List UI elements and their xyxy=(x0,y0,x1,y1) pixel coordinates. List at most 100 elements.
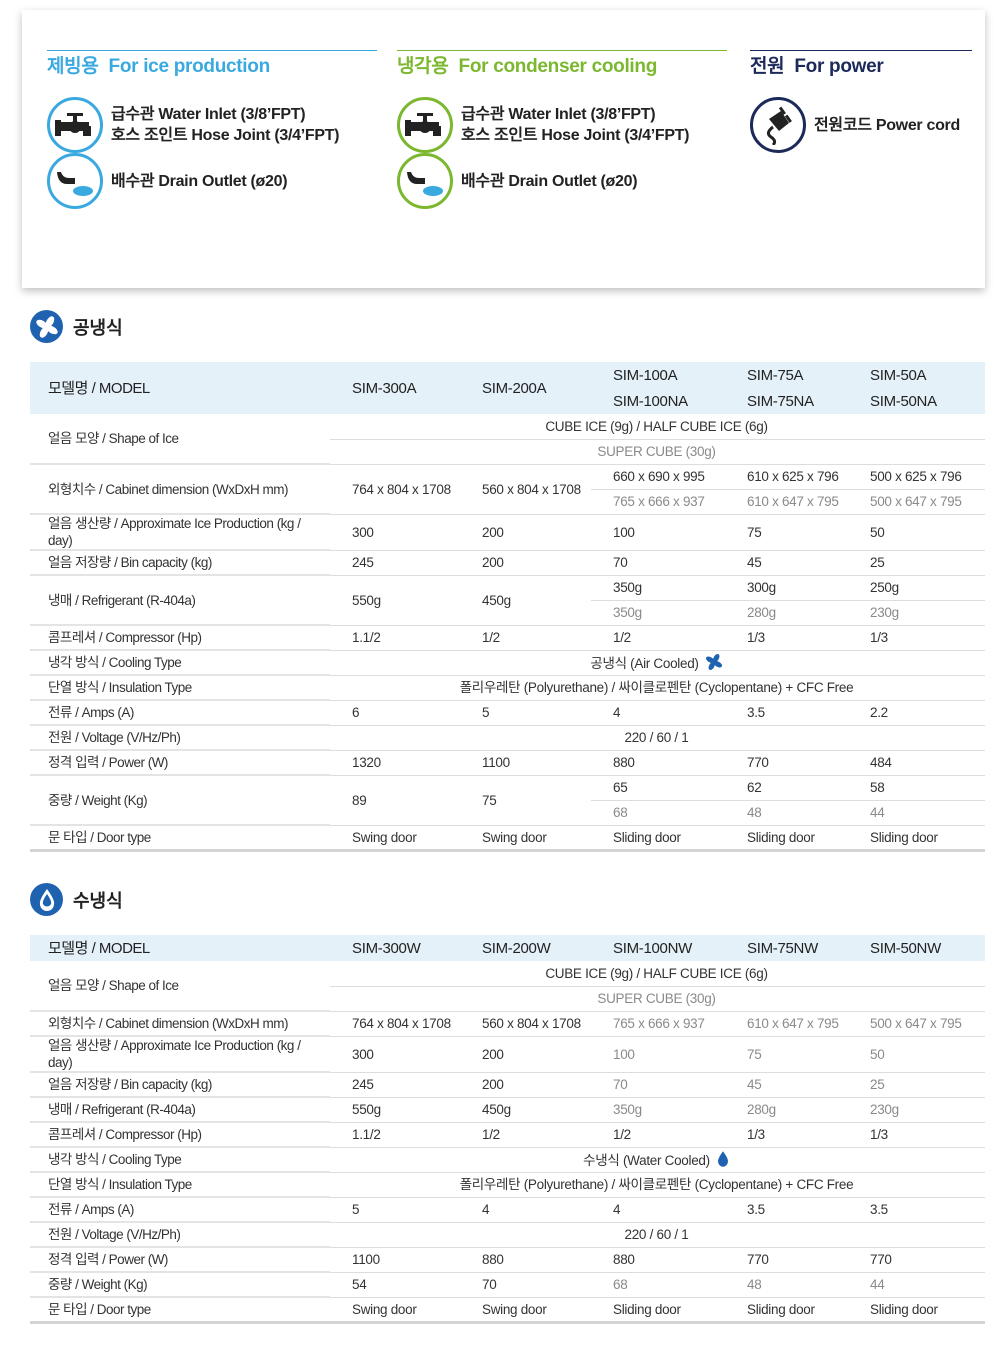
table-row: 전류 / Amps (A) 5 4 4 3.5 3.5 xyxy=(30,1197,985,1223)
spec-value: 230g xyxy=(848,600,985,626)
spec-value: 770 xyxy=(725,1247,848,1273)
spec-value-text: 공냉식 (Air Cooled) xyxy=(590,656,699,671)
table-row: 얼음 저장량 / Bin capacity (kg) 245 200 70 45 25 xyxy=(30,1072,985,1098)
spec-value: 25 xyxy=(848,550,985,576)
fan-icon xyxy=(699,653,723,671)
spec-value: 880 xyxy=(460,1247,591,1273)
row-label: 얼음 생산량 / Approximate Ice Production (kg … xyxy=(30,1036,330,1073)
table-row: 전류 / Amps (A) 6 5 4 3.5 2.2 xyxy=(30,700,985,726)
spec-value: 765 x 666 x 937 xyxy=(591,489,725,515)
table-row: 얼음 생산량 / Approximate Ice Production (kg … xyxy=(30,514,985,551)
spec-value: 200 xyxy=(460,1036,591,1073)
row-label: 전원 / Voltage (V/Hz/Ph) xyxy=(30,725,330,751)
row-label: 전류 / Amps (A) xyxy=(30,700,330,726)
spec-value: 280g xyxy=(725,1097,848,1123)
spec-value: Sliding door xyxy=(725,1297,848,1324)
table-row: 문 타입 / Door type Swing door Swing door Slid… xyxy=(30,825,985,852)
faucet-icon xyxy=(397,97,453,153)
column-heading: 전원 For power xyxy=(750,50,972,86)
spec-value-span: SUPER CUBE (30g) xyxy=(330,986,985,1012)
spec-value: 550g xyxy=(330,1097,460,1123)
water-cooled-section-title: 수냉식 xyxy=(30,883,123,916)
spec-value-text: CUBE ICE (9g) / HALF CUBE ICE (6g) xyxy=(545,965,768,981)
spec-value: Swing door xyxy=(330,825,460,852)
water-inlet-label: 급수관 Water Inlet (3/8’FPT) xyxy=(111,106,306,123)
table-row: SUPER CUBE (30g) xyxy=(30,986,985,1012)
section-title: 공냉식 xyxy=(73,317,123,338)
table-row: 중량 / Weight (Kg) 54 70 68 48 44 xyxy=(30,1272,985,1298)
row-label: 단열 방식 / Insulation Type xyxy=(30,675,330,701)
spec-value: Sliding door xyxy=(591,1297,725,1324)
spec-value: 1/2 xyxy=(591,625,725,651)
spec-value: 610 x 625 x 796 xyxy=(725,464,848,490)
spec-value: 560 x 804 x 1708 xyxy=(460,1011,591,1037)
spec-value-span: CUBE ICE (9g) / HALF CUBE ICE (6g) xyxy=(330,961,985,987)
spec-value-span: 폴리우레탄 (Polyurethane) / 싸이클로펜탄 (Cyclopent… xyxy=(330,675,985,701)
row-label: 모델명 / MODEL xyxy=(30,935,330,961)
spec-value: 50 xyxy=(848,1036,985,1073)
row-label: 전원 / Voltage (V/Hz/Ph) xyxy=(30,1222,330,1248)
spec-value: 75 xyxy=(725,514,848,551)
spec-value-span: 폴리우레탄 (Polyurethane) / 싸이클로펜탄 (Cyclopent… xyxy=(330,1172,985,1198)
connection-info-card: 제빙용 For ice production 급수관 Water Inlet (… xyxy=(22,10,985,288)
spec-value: 62 xyxy=(725,775,848,801)
spec-value: SIM-75NA xyxy=(725,388,848,414)
table-row: 350g 280g 230g xyxy=(30,600,985,626)
section-title: 수냉식 xyxy=(73,890,123,911)
heading-ko: 제빙용 xyxy=(47,56,99,77)
row-label: 냉각 방식 / Cooling Type xyxy=(30,650,330,676)
table-row: 얼음 모양 / Shape of Ice CUBE ICE (9g) / HALF… xyxy=(30,414,985,465)
spec-value: 3.5 xyxy=(848,1197,985,1223)
power-plug-icon xyxy=(750,97,806,153)
spec-value: 4 xyxy=(591,700,725,726)
spec-value-span: 공냉식 (Air Cooled) xyxy=(330,650,985,676)
spec-value: Sliding door xyxy=(848,825,985,852)
spec-value: 484 xyxy=(848,750,985,776)
spec-value: 770 xyxy=(725,750,848,776)
spec-value: 350g xyxy=(591,575,725,601)
table-row: 냉매 / Refrigerant (R-404a) 550g 450g 350g 300… xyxy=(30,575,985,626)
row-label: 문 타입 / Door type xyxy=(30,825,330,852)
drain-outlet-label: 배수관 Drain Outlet (ø20) xyxy=(111,172,288,190)
spec-value: 58 xyxy=(848,775,985,801)
header-row: 모델명 / MODEL SIM-300A SIM-200A SIM-100A SIM-7… xyxy=(30,362,985,414)
spec-value: 500 x 625 x 796 xyxy=(848,464,985,490)
row-label: 냉매 / Refrigerant (R-404a) xyxy=(30,1097,330,1123)
spec-value: 2.2 xyxy=(848,700,985,726)
spec-value: 89 xyxy=(330,775,460,826)
spec-value: 68 xyxy=(591,1272,725,1298)
spec-value: 75 xyxy=(725,1036,848,1073)
row-label: 문 타입 / Door type xyxy=(30,1297,330,1324)
spec-value: 450g xyxy=(460,1097,591,1123)
air-cooled-spec-table: 모델명 / MODEL SIM-300A SIM-200A SIM-100A SIM-7… xyxy=(30,362,985,852)
spec-value: 1/3 xyxy=(725,625,848,651)
spec-value-text: 폴리우레탄 (Polyurethane) / 싸이클로펜탄 (Cyclopent… xyxy=(459,680,854,695)
spec-value: 68 xyxy=(591,800,725,826)
spec-value: 5 xyxy=(330,1197,460,1223)
spec-value: 280g xyxy=(725,600,848,626)
spec-value: 560 x 804 x 1708 xyxy=(460,464,591,515)
ice-production-column: 제빙용 For ice production 급수관 Water Inlet (… xyxy=(47,50,377,210)
row-label: 외형치수 / Cabinet dimension (WxDxH mm) xyxy=(30,464,330,515)
spec-value-span: 220 / 60 / 1 xyxy=(330,1222,985,1248)
spec-value: 250g xyxy=(848,575,985,601)
drain-outlet-label: 배수관 Drain Outlet (ø20) xyxy=(461,172,638,190)
power-column: 전원 For power 전원코드 Power cord xyxy=(750,50,972,154)
spec-value: 230g xyxy=(848,1097,985,1123)
heading-en: For condenser cooling xyxy=(458,56,658,77)
spec-value-text: 수냉식 (Water Cooled) xyxy=(583,1153,710,1168)
spec-value: SIM-50A xyxy=(848,362,985,388)
heading-en: For power xyxy=(794,56,884,77)
spec-value: 1.1/2 xyxy=(330,625,460,651)
spec-value: SIM-75NW xyxy=(725,935,848,961)
spec-value: Sliding door xyxy=(591,825,725,852)
spec-value: 54 xyxy=(330,1272,460,1298)
table-row: 765 x 666 x 937 610 x 647 x 795 500 x 647 … xyxy=(30,489,985,515)
spec-value: SIM-200A xyxy=(460,362,591,414)
spec-value: SIM-300W xyxy=(330,935,460,961)
row-label: 전류 / Amps (A) xyxy=(30,1197,330,1223)
row-label: 얼음 모양 / Shape of Ice xyxy=(30,961,330,1012)
spec-value: 45 xyxy=(725,1072,848,1098)
table-row: 단열 방식 / Insulation Type 폴리우레탄 (Polyuretha… xyxy=(30,675,985,701)
water-drop-icon xyxy=(710,1151,730,1168)
